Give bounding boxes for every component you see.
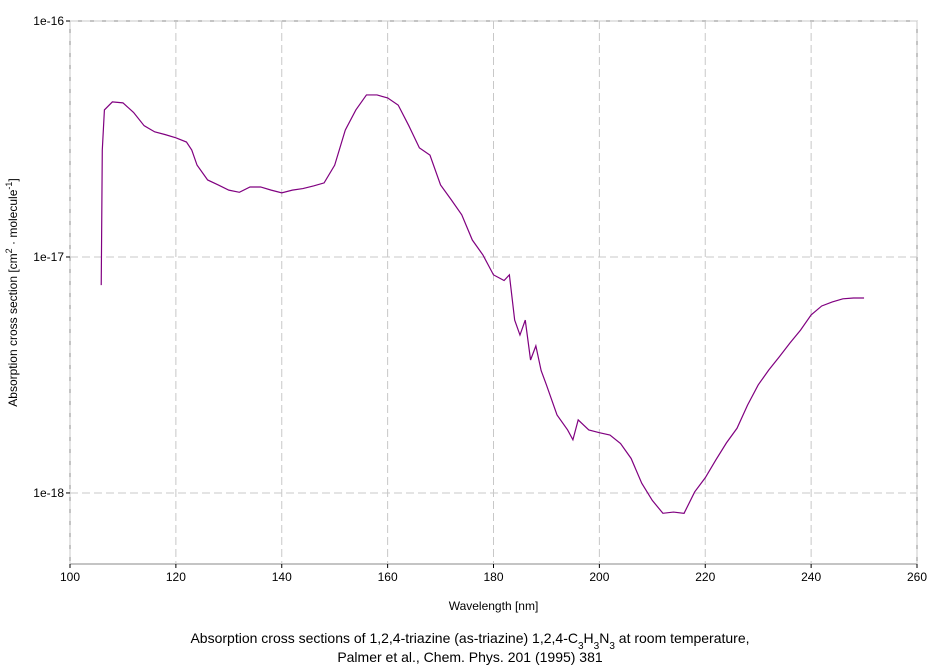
data-line [100, 94, 865, 514]
y-axis-label: Absorption cross section [cm2 · molecule… [4, 178, 20, 406]
caption-part: N [599, 630, 609, 646]
x-tick-label: 200 [589, 570, 609, 584]
x-tick-label: 160 [378, 570, 398, 584]
x-tick-label: 260 [907, 570, 927, 584]
caption: Absorption cross sections of 1,2,4-triaz… [190, 630, 749, 652]
x-tick-label: 140 [272, 570, 292, 584]
caption-part: at room temperature, [615, 630, 750, 646]
caption-part: Absorption cross sections of 1,2,4-triaz… [190, 630, 578, 646]
x-tick-label: 120 [166, 570, 186, 584]
x-tick-label: 100 [60, 570, 80, 584]
y-axis-label-part: ] [6, 178, 20, 181]
caption-part: 3 [578, 641, 584, 652]
caption-part: 3 [609, 641, 615, 652]
caption: Palmer et al., Chem. Phys. 201 (1995) 38… [337, 649, 603, 665]
caption-part: H [584, 630, 594, 646]
caption-part: Palmer et al., Chem. Phys. 201 (1995) 38… [337, 649, 603, 665]
y-axis-label-part: Absorption cross section [cm [6, 253, 20, 406]
x-tick-label: 220 [695, 570, 715, 584]
caption-part: 3 [594, 641, 600, 652]
y-tick-label: 1e-17 [33, 250, 64, 264]
y-tick-label: 1e-18 [33, 486, 64, 500]
y-axis-label-part: -1 [4, 182, 14, 190]
y-axis-label-part: · molecule [6, 189, 20, 248]
x-tick-label: 240 [801, 570, 821, 584]
x-axis-label: Wavelength [nm] [449, 599, 539, 613]
y-tick-label: 1e-16 [33, 14, 64, 28]
y-axis-label-part: 2 [4, 248, 14, 253]
x-tick-label: 180 [483, 570, 503, 584]
